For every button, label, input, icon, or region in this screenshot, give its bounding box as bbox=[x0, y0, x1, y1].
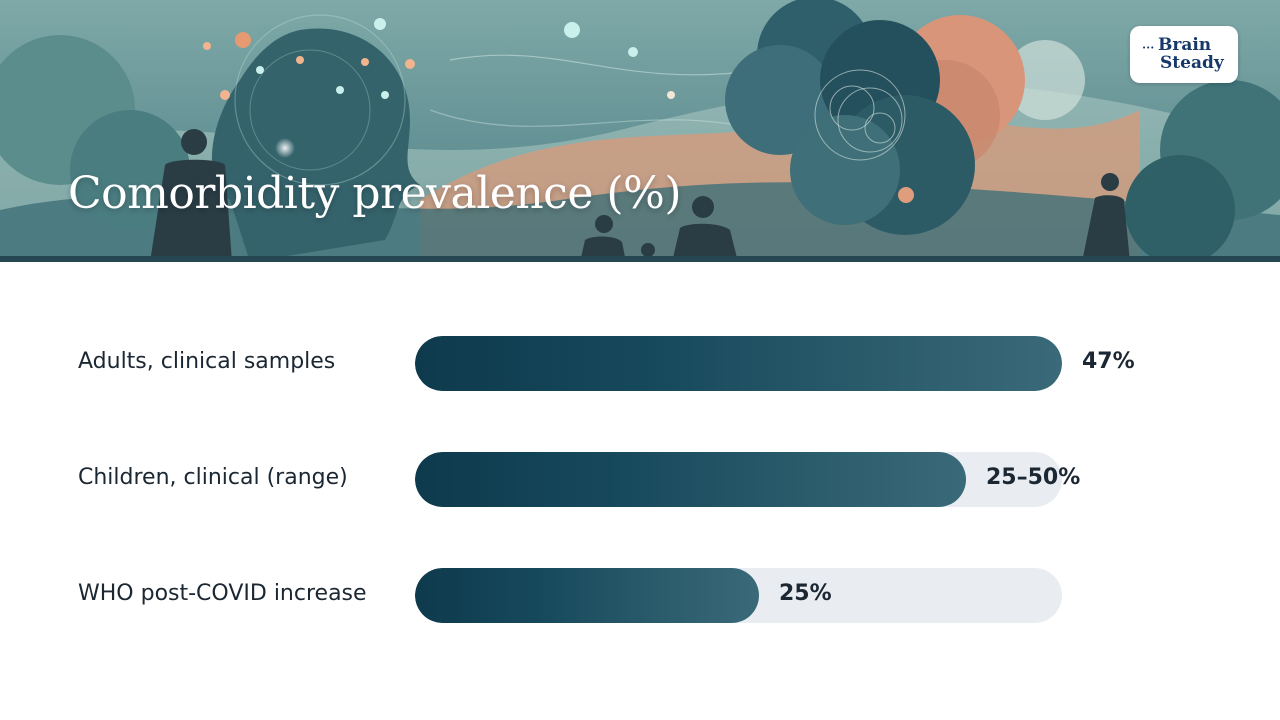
bar-track bbox=[415, 568, 1062, 623]
value-label: 25–50% bbox=[986, 465, 1081, 490]
banner-illustration: Comorbidity prevalence (%) ••• Brain Ste… bbox=[0, 0, 1280, 262]
bar-chart: Adults, clinical samples 47% Children, cli… bbox=[0, 262, 1280, 720]
category-label: WHO post-COVID increase bbox=[78, 581, 367, 606]
category-label: Adults, clinical samples bbox=[78, 349, 336, 374]
bar-fill bbox=[415, 336, 1062, 391]
value-label: 25% bbox=[779, 581, 832, 606]
category-label: Children, clinical (range) bbox=[78, 465, 348, 490]
bar-track bbox=[415, 452, 1062, 507]
logo-mark-icon: ••• bbox=[1142, 44, 1155, 52]
bar-fill bbox=[415, 452, 966, 507]
brain-steady-logo: ••• Brain Steady bbox=[1130, 26, 1238, 83]
bar-track bbox=[415, 336, 1062, 391]
banner-artwork bbox=[0, 0, 1280, 262]
bar-fill bbox=[415, 568, 759, 623]
slide-title: Comorbidity prevalence (%) bbox=[68, 168, 682, 219]
logo-line-1: Brain bbox=[1158, 35, 1212, 55]
value-label: 47% bbox=[1082, 349, 1135, 374]
logo-line-2: Steady bbox=[1160, 53, 1224, 73]
